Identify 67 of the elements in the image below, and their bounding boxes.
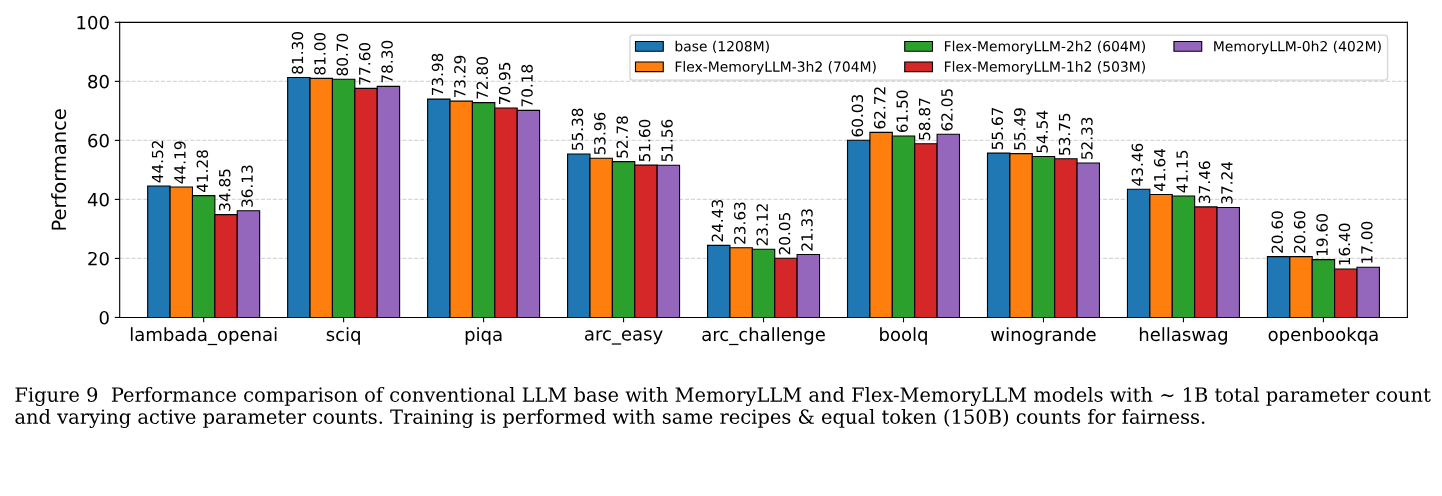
data-label: 60.03 — [851, 94, 864, 137]
data-label: 41.64 — [1153, 148, 1166, 192]
legend-label: base (1208M) — [675, 40, 769, 54]
data-label: 62.05 — [941, 89, 953, 131]
data-label: 44.19 — [174, 141, 186, 184]
data-label: 51.56 — [661, 119, 673, 162]
data-label: 44.52 — [151, 141, 164, 183]
x-tick-label: boolq — [880, 327, 927, 345]
data-label: 73.98 — [431, 53, 444, 96]
data-label: 41.15 — [1176, 150, 1188, 193]
y-tick-label: 100 — [77, 15, 109, 30]
data-label: 17.00 — [1361, 221, 1373, 263]
data-label: 36.13 — [241, 165, 253, 207]
data-label: 62.72 — [873, 87, 886, 129]
data-label: 72.80 — [476, 57, 489, 99]
y-tick-label: 80 — [88, 74, 109, 89]
data-label: 20.60 — [1293, 211, 1306, 253]
legend-label: Flex-MemoryLLM-3h2 (704M) — [675, 61, 876, 75]
y-tick-label: 60 — [88, 133, 109, 148]
data-label: 19.60 — [1316, 214, 1328, 256]
data-label: 34.85 — [218, 169, 231, 211]
x-tick-label: piqa — [465, 327, 502, 345]
x-tick-label: lambada_openai — [130, 327, 277, 346]
x-tick-label: sciq — [326, 327, 360, 345]
legend-label: Flex-MemoryLLM-2h2 (604M) — [944, 40, 1145, 55]
data-label: 55.49 — [1013, 108, 1026, 150]
legend-label: Flex-MemoryLLM-1h2 (503M) — [944, 61, 1145, 75]
data-label: 77.60 — [358, 42, 371, 85]
data-label: 53.75 — [1058, 113, 1071, 155]
data-label: 70.95 — [498, 62, 511, 105]
data-label: 73.29 — [454, 55, 466, 98]
data-label: 54.54 — [1036, 110, 1048, 153]
data-label: 55.67 — [991, 107, 1004, 150]
data-label: 51.60 — [638, 119, 651, 162]
data-label: 43.46 — [1131, 143, 1144, 186]
y-axis-title: Performance — [51, 109, 67, 230]
data-label: 16.40 — [1338, 223, 1351, 265]
data-label: 52.33 — [1081, 117, 1093, 160]
data-label: 81.30 — [291, 32, 304, 74]
data-label: 41.28 — [196, 150, 209, 193]
y-tick-label: 20 — [88, 251, 109, 266]
data-label: 61.50 — [896, 90, 908, 133]
data-label: 52.78 — [616, 116, 628, 158]
x-tick-label: arc_easy — [585, 330, 663, 345]
data-label: 81.00 — [314, 32, 326, 75]
data-label: 53.96 — [594, 112, 606, 155]
data-label: 20.05 — [778, 213, 791, 255]
data-label: 80.70 — [336, 33, 349, 76]
data-label: 58.87 — [918, 98, 931, 140]
data-label: 37.24 — [1221, 161, 1233, 204]
y-tick-label: 0 — [99, 310, 109, 325]
data-label: 78.30 — [381, 40, 393, 83]
x-tick-label: openbookqa — [1268, 327, 1378, 345]
data-label: 21.33 — [801, 209, 813, 251]
data-label: 24.43 — [711, 200, 724, 242]
legend-label: MemoryLLM-0h2 (402M) — [1214, 40, 1381, 55]
y-tick-label: 40 — [87, 192, 109, 207]
data-label: 55.38 — [571, 108, 584, 151]
x-tick-label: arc_challenge — [702, 327, 825, 346]
data-label: 70.18 — [521, 64, 533, 107]
data-label: 23.63 — [734, 202, 746, 244]
x-tick-label: hellaswag — [1139, 327, 1227, 345]
data-label: 20.60 — [1271, 211, 1284, 253]
data-label: 37.46 — [1198, 161, 1211, 203]
caption: Figure 9 Performance comparison of conventional LLM base with MemoryLLM and Flex-MemoryLLM models with ∼ 1B total parameter count and varying active parameter counts. Training is performed with same recipes & equal token (150B) counts for fairness. — [15, 386, 1431, 429]
data-label: 23.12 — [756, 204, 768, 246]
x-tick-label: winogrande — [991, 327, 1096, 345]
